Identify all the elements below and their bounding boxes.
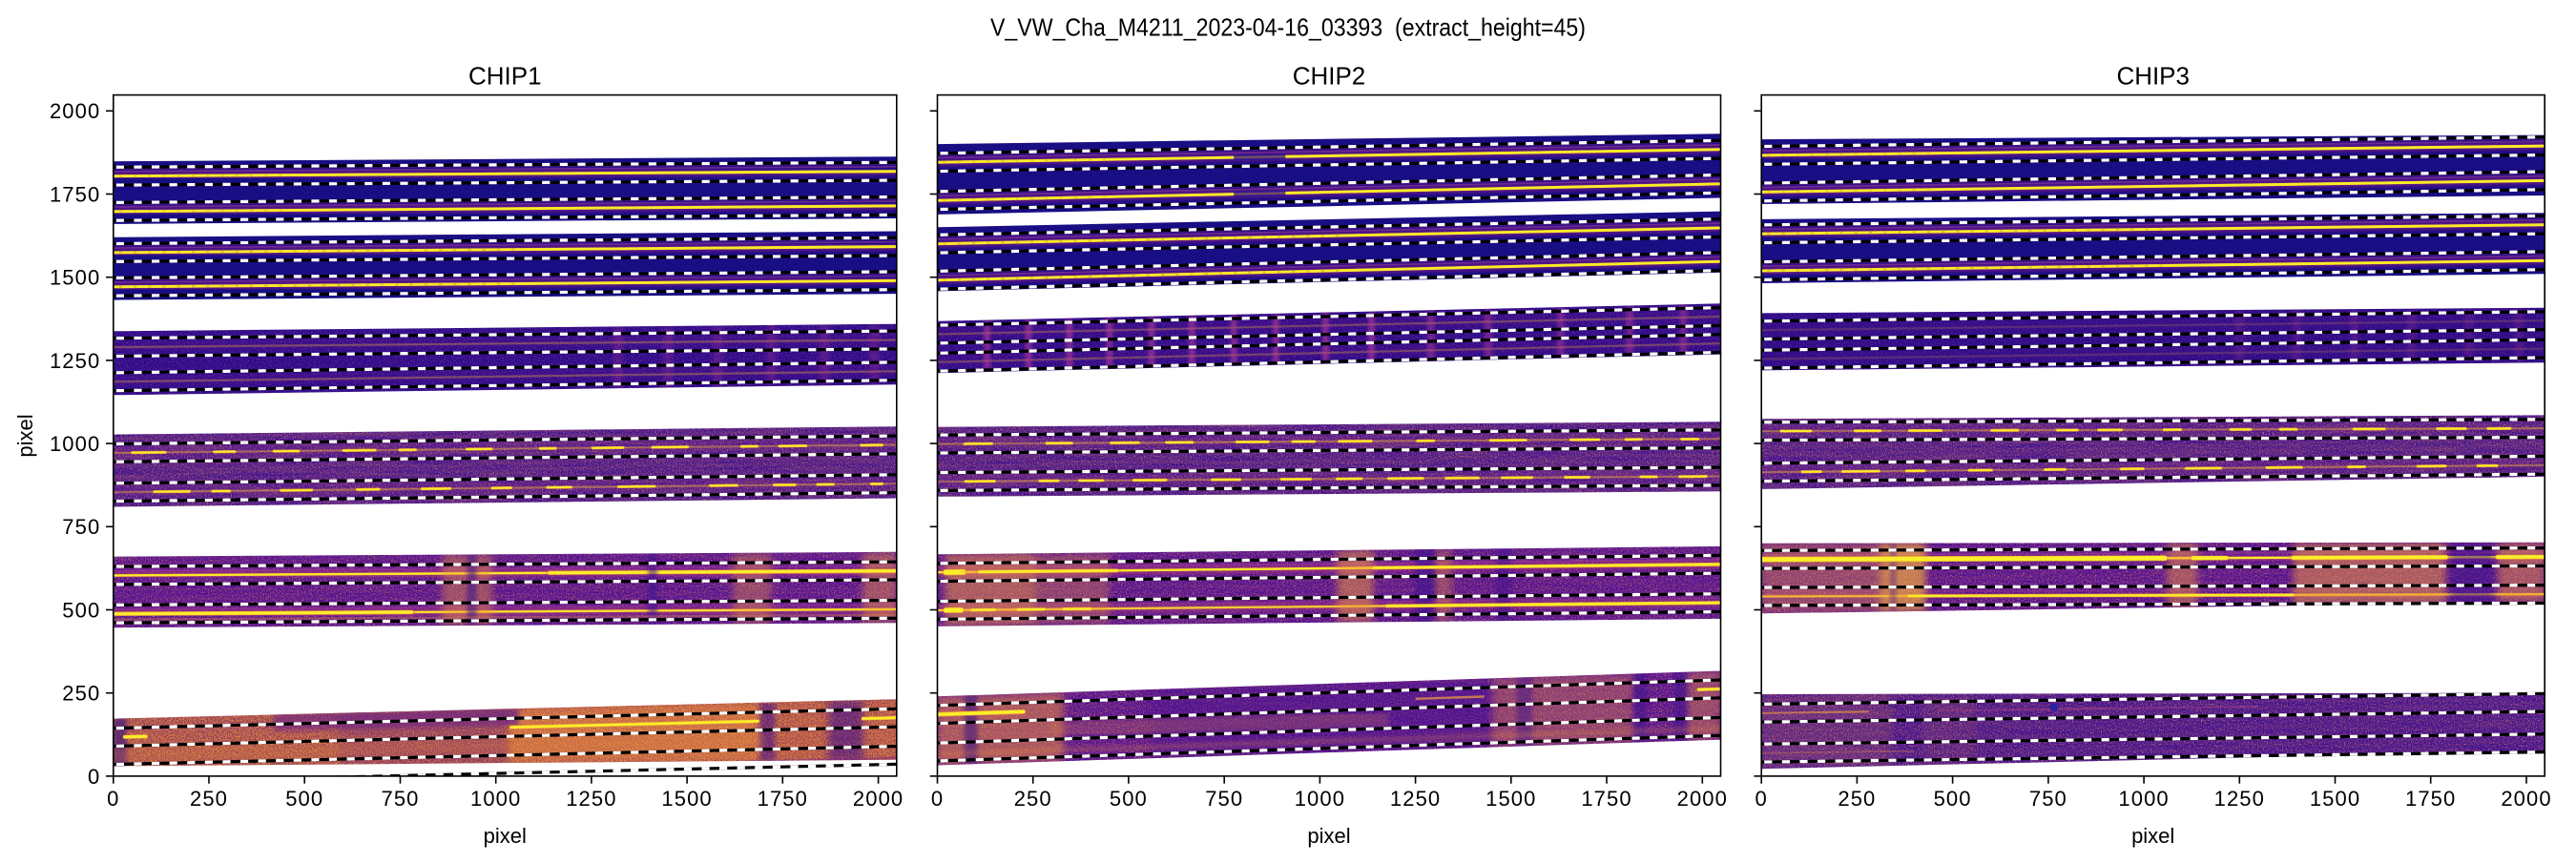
svg-text:500: 500 (1110, 787, 1148, 811)
svg-text:1500: 1500 (1485, 787, 1536, 811)
svg-text:1750: 1750 (50, 182, 100, 206)
svg-text:500: 500 (1934, 787, 1972, 811)
svg-text:750: 750 (2029, 787, 2067, 811)
svg-text:250: 250 (1014, 787, 1052, 811)
svg-text:250: 250 (190, 787, 228, 811)
svg-text:500: 500 (285, 787, 323, 811)
svg-text:pixel: pixel (1307, 824, 1350, 848)
svg-text:V_VW_Cha_M4211_2023-04-16_0339: V_VW_Cha_M4211_2023-04-16_03393 (extract… (990, 13, 1586, 42)
svg-text:1250: 1250 (2214, 787, 2265, 811)
svg-text:2000: 2000 (1677, 787, 1728, 811)
svg-text:2000: 2000 (853, 787, 904, 811)
svg-text:CHIP3: CHIP3 (2116, 62, 2190, 91)
svg-text:pixel: pixel (484, 824, 527, 848)
svg-text:pixel: pixel (2131, 824, 2174, 848)
svg-text:750: 750 (62, 515, 100, 539)
svg-text:1250: 1250 (1390, 787, 1441, 811)
svg-text:CHIP2: CHIP2 (1293, 62, 1366, 91)
svg-text:1000: 1000 (1295, 787, 1345, 811)
svg-text:1750: 1750 (1581, 787, 1631, 811)
svg-text:1500: 1500 (661, 787, 712, 811)
svg-text:250: 250 (1838, 787, 1876, 811)
svg-text:pixel: pixel (13, 414, 37, 457)
svg-text:250: 250 (62, 682, 100, 706)
svg-text:2000: 2000 (50, 99, 100, 123)
svg-text:1000: 1000 (50, 432, 100, 456)
svg-text:1000: 1000 (2118, 787, 2169, 811)
svg-text:1500: 1500 (50, 266, 100, 290)
svg-text:1000: 1000 (470, 787, 521, 811)
svg-text:500: 500 (62, 598, 100, 622)
svg-text:1500: 1500 (2310, 787, 2360, 811)
svg-text:1250: 1250 (50, 349, 100, 373)
svg-text:1750: 1750 (2405, 787, 2456, 811)
svg-text:CHIP1: CHIP1 (468, 62, 542, 91)
svg-text:750: 750 (1205, 787, 1243, 811)
svg-text:750: 750 (381, 787, 419, 811)
svg-text:1750: 1750 (758, 787, 808, 811)
svg-text:0: 0 (931, 787, 944, 811)
svg-text:0: 0 (88, 765, 100, 789)
svg-text:0: 0 (1755, 787, 1768, 811)
svg-text:2000: 2000 (2501, 787, 2551, 811)
svg-text:0: 0 (107, 787, 119, 811)
svg-text:1250: 1250 (566, 787, 616, 811)
